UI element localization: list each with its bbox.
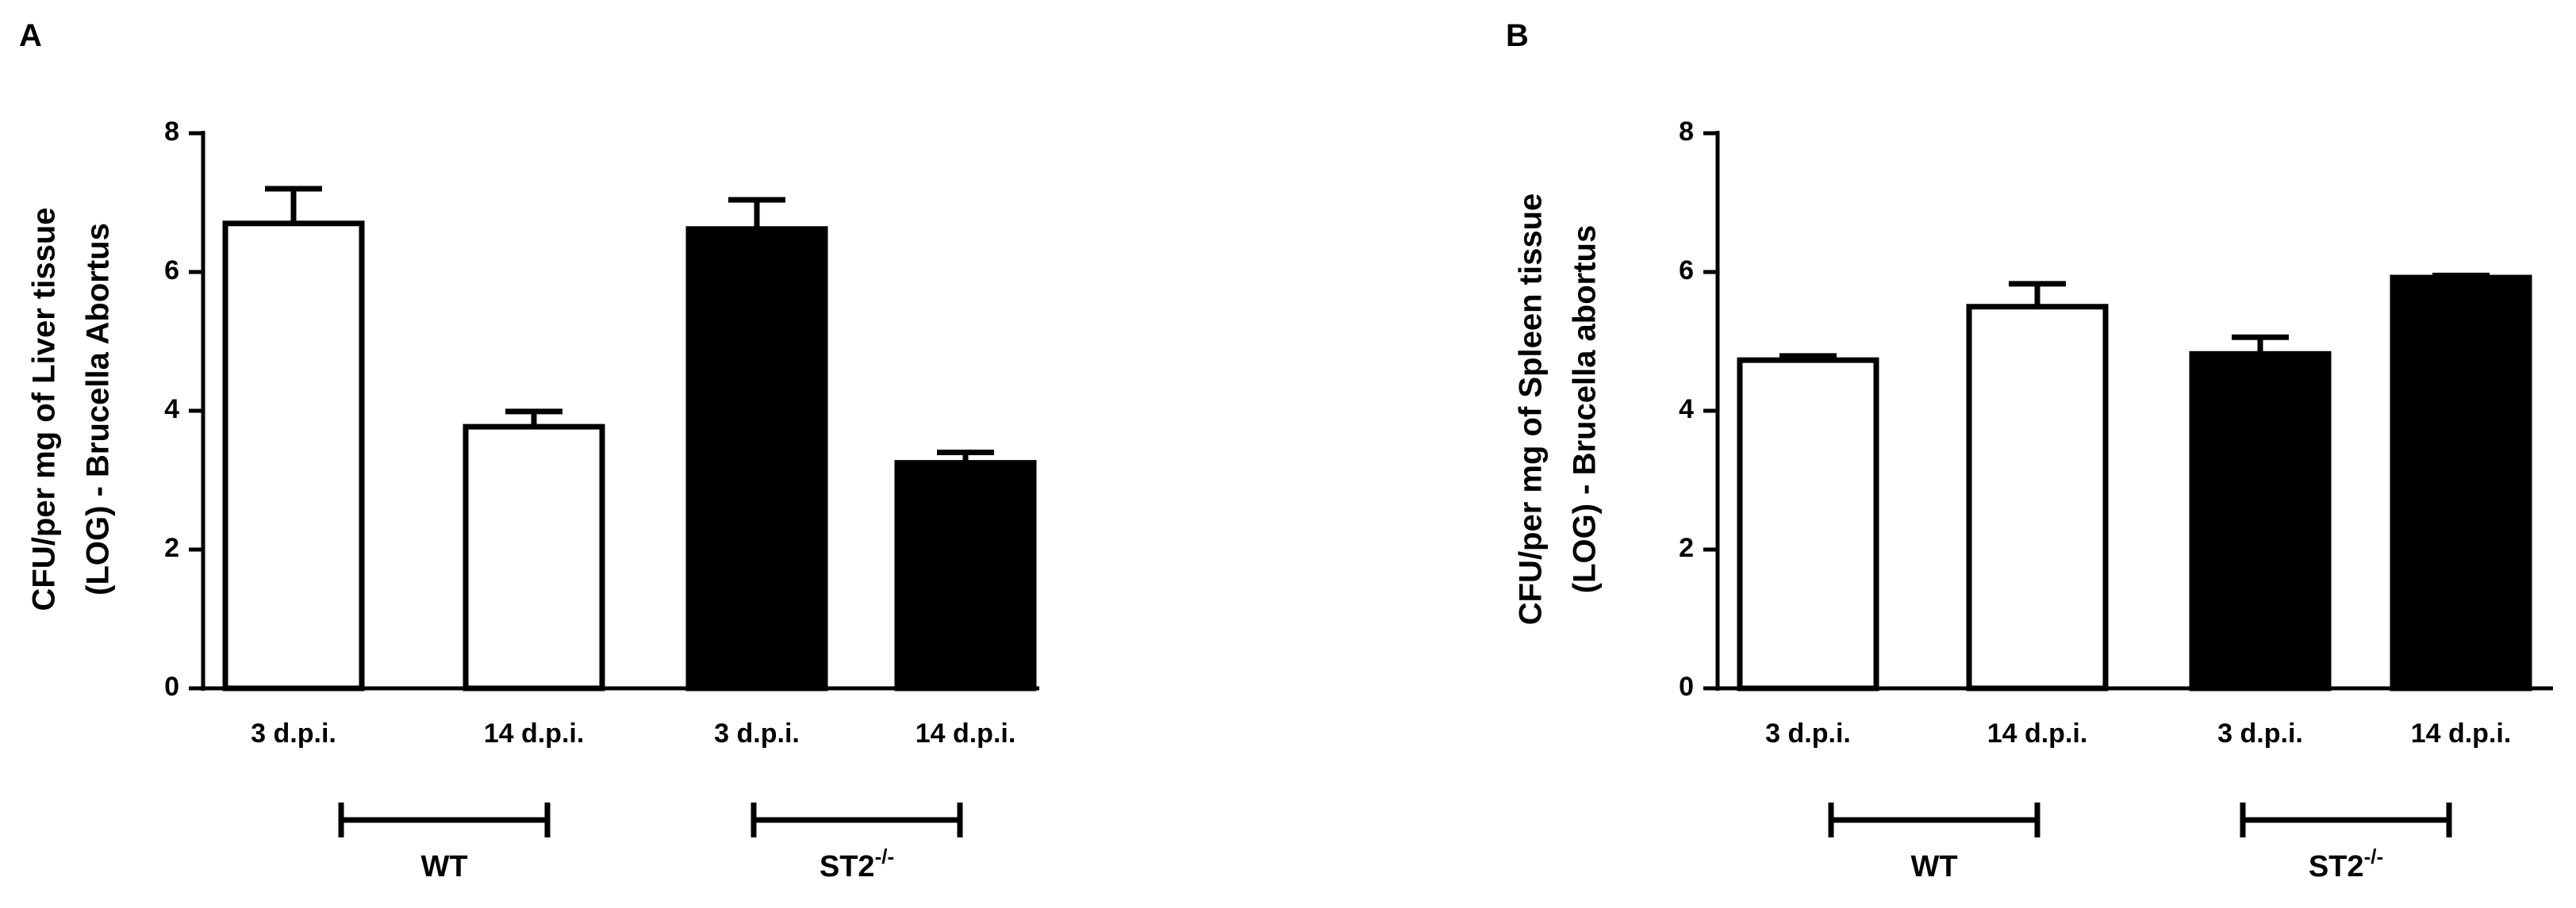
bar bbox=[1737, 357, 1879, 692]
y-tick-label: 0 bbox=[1679, 672, 1694, 702]
x-category-label: 14 d.p.i. bbox=[2411, 718, 2512, 749]
group-label: ST2-/- bbox=[820, 845, 894, 883]
group-label: ST2-/- bbox=[2309, 845, 2383, 883]
y-tick-label: 2 bbox=[164, 533, 179, 563]
group-label: WT bbox=[420, 850, 467, 883]
bar bbox=[894, 460, 1037, 692]
x-category-label: 3 d.p.i. bbox=[714, 718, 800, 749]
bar bbox=[463, 423, 605, 692]
x-category-label: 14 d.p.i. bbox=[484, 718, 585, 749]
panel-letter: B bbox=[1506, 18, 1529, 53]
bar bbox=[222, 220, 365, 692]
y-axis-label-line2: (LOG) - Brucella abortus bbox=[1568, 225, 1603, 594]
x-category-label: 3 d.p.i. bbox=[1765, 718, 1851, 749]
group-label: WT bbox=[1910, 850, 1957, 883]
y-tick-label: 0 bbox=[164, 672, 179, 702]
y-axis-label-line2: (LOG) - Brucella Abortus bbox=[81, 223, 116, 596]
bar bbox=[2189, 351, 2332, 692]
y-tick-label: 6 bbox=[164, 255, 179, 285]
x-category-label: 3 d.p.i. bbox=[2217, 718, 2303, 749]
bar bbox=[2390, 274, 2532, 692]
y-tick-label: 4 bbox=[1679, 394, 1694, 424]
y-tick-label: 4 bbox=[164, 394, 179, 424]
panel-letter: A bbox=[19, 18, 42, 53]
panel-b: B CFU/per mg of Spleen tissue (LOG) - Bruc… bbox=[1506, 18, 2553, 883]
x-category-label: 14 d.p.i. bbox=[1987, 718, 2088, 749]
y-tick-label: 8 bbox=[1679, 117, 1694, 147]
x-category-label: 14 d.p.i. bbox=[916, 718, 1016, 749]
x-category-label: 3 d.p.i. bbox=[251, 718, 336, 749]
y-tick-label: 6 bbox=[1679, 255, 1694, 285]
y-tick-label: 8 bbox=[164, 117, 179, 147]
y-tick-label: 2 bbox=[1679, 533, 1694, 563]
bar bbox=[1966, 304, 2109, 692]
y-axis-label-line1: CFU/per mg of Liver tissue bbox=[27, 208, 62, 611]
y-axis-label-line1: CFU/per mg of Spleen tissue bbox=[1514, 193, 1549, 626]
bar bbox=[685, 226, 828, 692]
panel-a: A CFU/per mg of Liver tissue (LOG) - Bruce… bbox=[19, 18, 1039, 883]
